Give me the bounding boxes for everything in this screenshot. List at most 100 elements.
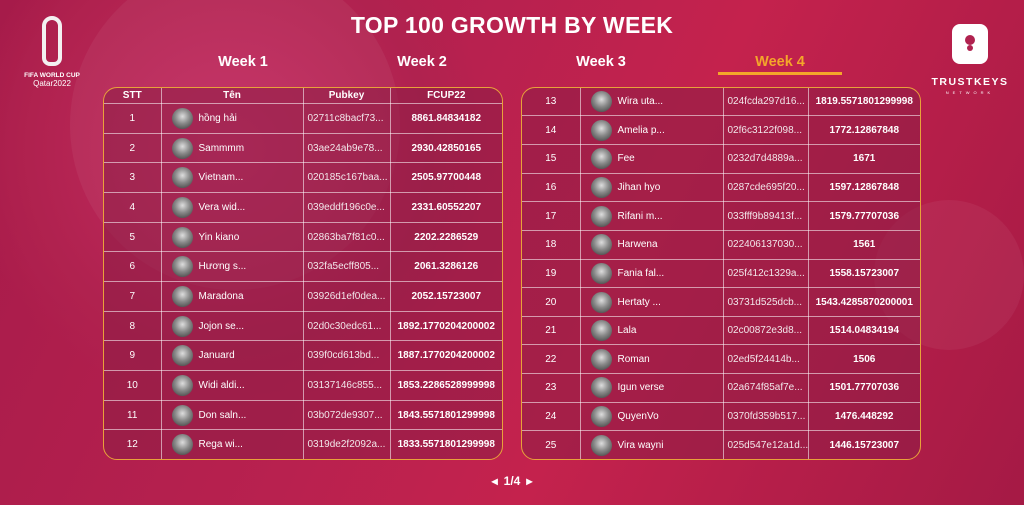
- avatar: [171, 374, 193, 396]
- fcup22-value: 1597.12867848: [807, 172, 920, 203]
- user-name: hồng hải: [198, 112, 237, 124]
- user-name: Sammmm: [198, 142, 245, 154]
- user-cell: Yin kiano: [160, 221, 304, 253]
- avatar: [590, 91, 612, 113]
- user-name: Igun verse: [617, 382, 665, 394]
- leaderboard-table-left: STT Tên Pubkey FCUP22 1 hồng hải 02711c8ba…: [103, 87, 503, 460]
- tab-week-2[interactable]: Week 2: [397, 54, 447, 70]
- pubkey: 03ae24ab9e78...: [302, 132, 391, 164]
- user-cell: Hương s...: [160, 251, 304, 283]
- caret-right-icon[interactable]: ▸: [526, 474, 533, 488]
- avatar: [590, 434, 612, 456]
- rank: 12: [104, 429, 162, 459]
- table-row: 15 Fee 0232d7d4889a... 1671: [522, 144, 920, 174]
- pubkey: 025f412c1329a...: [722, 258, 809, 289]
- trustkeys-logo: TRUSTKEYS NETWORK: [930, 24, 1010, 95]
- pagination: ◂ 1/4 ▸: [480, 474, 544, 488]
- table-row: 8 Jojon se... 02d0c30edc61... 1892.17702042…: [104, 310, 502, 342]
- avatar: [171, 315, 193, 337]
- rank: 9: [104, 340, 162, 372]
- fcup22-value: 1892.1770204200002: [389, 310, 502, 342]
- table-header: STT Tên Pubkey FCUP22: [104, 88, 502, 104]
- table-row: 19 Fania fal... 025f412c1329a... 1558.15723…: [522, 258, 920, 289]
- fcup22-value: 1819.5571801299998: [807, 88, 920, 117]
- trophy-icon: [42, 16, 62, 66]
- rank: 24: [522, 401, 581, 432]
- avatar: [171, 285, 193, 307]
- rank: 8: [104, 310, 162, 342]
- tab-week-3[interactable]: Week 3: [576, 54, 626, 70]
- fcup22-value: 2930.42850165: [389, 132, 502, 164]
- caret-left-icon[interactable]: ◂: [491, 474, 498, 488]
- avatar: [171, 107, 193, 129]
- logo-text: Qatar2022: [33, 79, 71, 88]
- rank: 21: [522, 315, 581, 346]
- page-indicator: 1/4: [503, 474, 521, 488]
- rank: 25: [522, 430, 581, 459]
- user-cell: Fee: [579, 144, 724, 174]
- rank: 18: [522, 229, 581, 260]
- avatar: [590, 406, 612, 428]
- table-row: 22 Roman 02ed5f24414b... 1506: [522, 344, 920, 375]
- fcup22-value: 8861.84834182: [389, 103, 502, 134]
- user-cell: Harwena: [579, 229, 724, 260]
- pubkey: 0319de2f2092a...: [302, 429, 391, 459]
- avatar: [590, 348, 612, 370]
- user-name: Fania fal...: [617, 267, 665, 279]
- pubkey: 02a674f85af7e...: [722, 373, 809, 403]
- table-row: 1 hồng hải 02711c8bacf73... 8861.84834182: [104, 103, 502, 134]
- pubkey: 0370fd359b517...: [722, 401, 809, 432]
- user-name: Don saln...: [198, 409, 247, 421]
- pubkey: 032fa5ecff805...: [302, 251, 391, 283]
- user-name: Fee: [617, 153, 635, 165]
- user-cell: Widi aldi...: [160, 370, 304, 401]
- fcup22-value: 1579.77707036: [807, 201, 920, 231]
- pubkey: 020185c167baa...: [302, 162, 391, 194]
- user-cell: Maradona: [160, 281, 304, 312]
- avatar: [590, 262, 612, 284]
- table-row: 6 Hương s... 032fa5ecff805... 2061.3286126: [104, 251, 502, 283]
- pubkey: 02f6c3122f098...: [722, 115, 809, 146]
- avatar: [590, 119, 612, 141]
- pubkey: 025d547e12a1d...: [722, 430, 809, 459]
- user-cell: Amelia p...: [579, 115, 724, 146]
- rank: 22: [522, 344, 581, 375]
- user-cell: Rega wi...: [160, 429, 304, 459]
- avatar: [171, 167, 193, 189]
- table-row: 5 Yin kiano 02863ba7f81c0... 2202.2286529: [104, 221, 502, 253]
- table-row: 7 Maradona 03926d1ef0dea... 2052.15723007: [104, 281, 502, 312]
- pubkey: 03926d1ef0dea...: [302, 281, 391, 312]
- avatar: [171, 345, 193, 367]
- avatar: [590, 377, 612, 399]
- user-name: Roman: [617, 353, 650, 365]
- table-row: 21 Lala 02c00872e3d8... 1514.04834194: [522, 315, 920, 346]
- tab-week-4[interactable]: Week 4: [718, 54, 842, 75]
- pubkey: 02863ba7f81c0...: [302, 221, 391, 253]
- table-row: 11 Don saln... 03b072de9307... 1843.5571801…: [104, 399, 502, 431]
- table-row: 14 Amelia p... 02f6c3122f098... 1772.128678…: [522, 115, 920, 146]
- fifa-world-cup-logo: FIFA WORLD CUP Qatar2022: [22, 16, 82, 88]
- rank: 3: [104, 162, 162, 194]
- user-name: Vera wid...: [198, 201, 246, 213]
- column-header-pubkey: Pubkey: [302, 88, 391, 104]
- fcup22-value: 1561: [807, 229, 920, 260]
- user-cell: Don saln...: [160, 399, 304, 431]
- rank: 23: [522, 373, 581, 403]
- fcup22-value: 1853.2286528999998: [389, 370, 502, 401]
- pubkey: 03b072de9307...: [302, 399, 391, 431]
- column-header-name: Tên: [160, 88, 304, 104]
- user-name: Rifani m...: [617, 210, 663, 222]
- user-name: Vietnam...: [198, 172, 244, 184]
- logo-text: FIFA WORLD CUP: [24, 72, 80, 79]
- pubkey: 033fff9b89413f...: [722, 201, 809, 231]
- fcup22-value: 1543.4285870200001: [807, 287, 920, 317]
- avatar: [171, 404, 193, 426]
- fcup22-value: 2202.2286529: [389, 221, 502, 253]
- pubkey: 039eddf196c0e...: [302, 192, 391, 223]
- user-name: Harwena: [617, 239, 658, 251]
- user-name: Wira uta...: [617, 96, 664, 108]
- user-cell: Lala: [579, 315, 724, 346]
- table-row: 17 Rifani m... 033fff9b89413f... 1579.77707…: [522, 201, 920, 231]
- avatar: [171, 137, 193, 159]
- tab-week-1[interactable]: Week 1: [218, 54, 268, 70]
